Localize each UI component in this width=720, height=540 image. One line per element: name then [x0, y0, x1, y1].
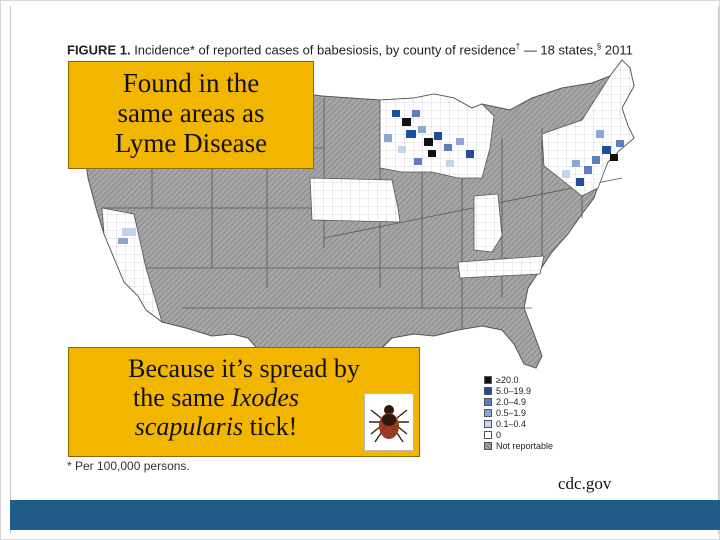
legend-swatch	[484, 375, 492, 384]
legend-label: 5.0–19.9	[496, 385, 532, 396]
callout-text: tick!	[243, 412, 298, 442]
callout-tick-vector: Because it’s spread by the same Ixodes s…	[68, 347, 420, 457]
figure-title: FIGURE 1. Incidence* of reported cases o…	[67, 42, 633, 57]
legend-swatch	[484, 408, 492, 417]
legend-item: 0.5–1.9	[484, 407, 574, 418]
section-mark: §	[596, 42, 602, 51]
legend-swatch	[484, 386, 492, 395]
callout-line: Found in the	[122, 68, 260, 98]
footer-bar	[10, 500, 720, 530]
callout-line: same areas as	[117, 98, 265, 129]
legend-item: 0.1–0.4	[484, 418, 574, 429]
figure-title-text: Incidence* of reported cases of babesios…	[130, 42, 516, 58]
legend-item: ≥20.0	[484, 374, 574, 385]
legend-label: ≥20.0	[496, 374, 519, 385]
callout-line: Lyme Disease	[114, 128, 268, 159]
callout-line: Because it’s spread by	[128, 354, 360, 383]
legend-label: Not reportable	[496, 440, 554, 451]
genus-name: Ixodes	[231, 383, 300, 413]
legend-label: 0.5–1.9	[496, 407, 527, 418]
left-border-line	[10, 6, 11, 534]
legend-item: Not reportable	[484, 440, 574, 451]
figure-title-year: 2011	[601, 42, 633, 58]
callout-text: the same	[132, 383, 232, 413]
figure-footnote: * Per 100,000 persons.	[67, 459, 190, 473]
legend-swatch	[484, 430, 492, 439]
legend-label: 0.1–0.4	[496, 418, 527, 429]
legend-label: 2.0–4.9	[496, 396, 527, 407]
callout-line: the same Ixodes	[69, 383, 419, 412]
species-name: scapularis	[134, 412, 244, 442]
tick-icon	[364, 393, 414, 451]
callout-lyme-areas: Found in the same areas as Lyme Disease	[68, 61, 314, 169]
legend-item: 5.0–19.9	[484, 385, 574, 396]
legend-item: 0	[484, 429, 574, 440]
legend-item: 2.0–4.9	[484, 396, 574, 407]
map-legend: ≥20.0 5.0–19.9 2.0–4.9 0.5–1.9 0.1–0.4 0…	[484, 374, 574, 451]
reporting-states	[101, 59, 635, 324]
legend-label: 0	[496, 429, 502, 440]
figure-label: FIGURE 1.	[67, 42, 131, 58]
incidence-clusters	[118, 110, 624, 244]
dagger-mark: †	[515, 42, 521, 51]
source-credit: cdc.gov	[558, 474, 612, 493]
figure-title-mid: — 18 states,	[520, 42, 597, 58]
callout-line: scapularis tick!	[69, 412, 419, 441]
right-border-line	[718, 6, 719, 534]
legend-swatch	[484, 441, 492, 450]
legend-swatch	[484, 397, 492, 406]
legend-swatch	[484, 419, 492, 428]
